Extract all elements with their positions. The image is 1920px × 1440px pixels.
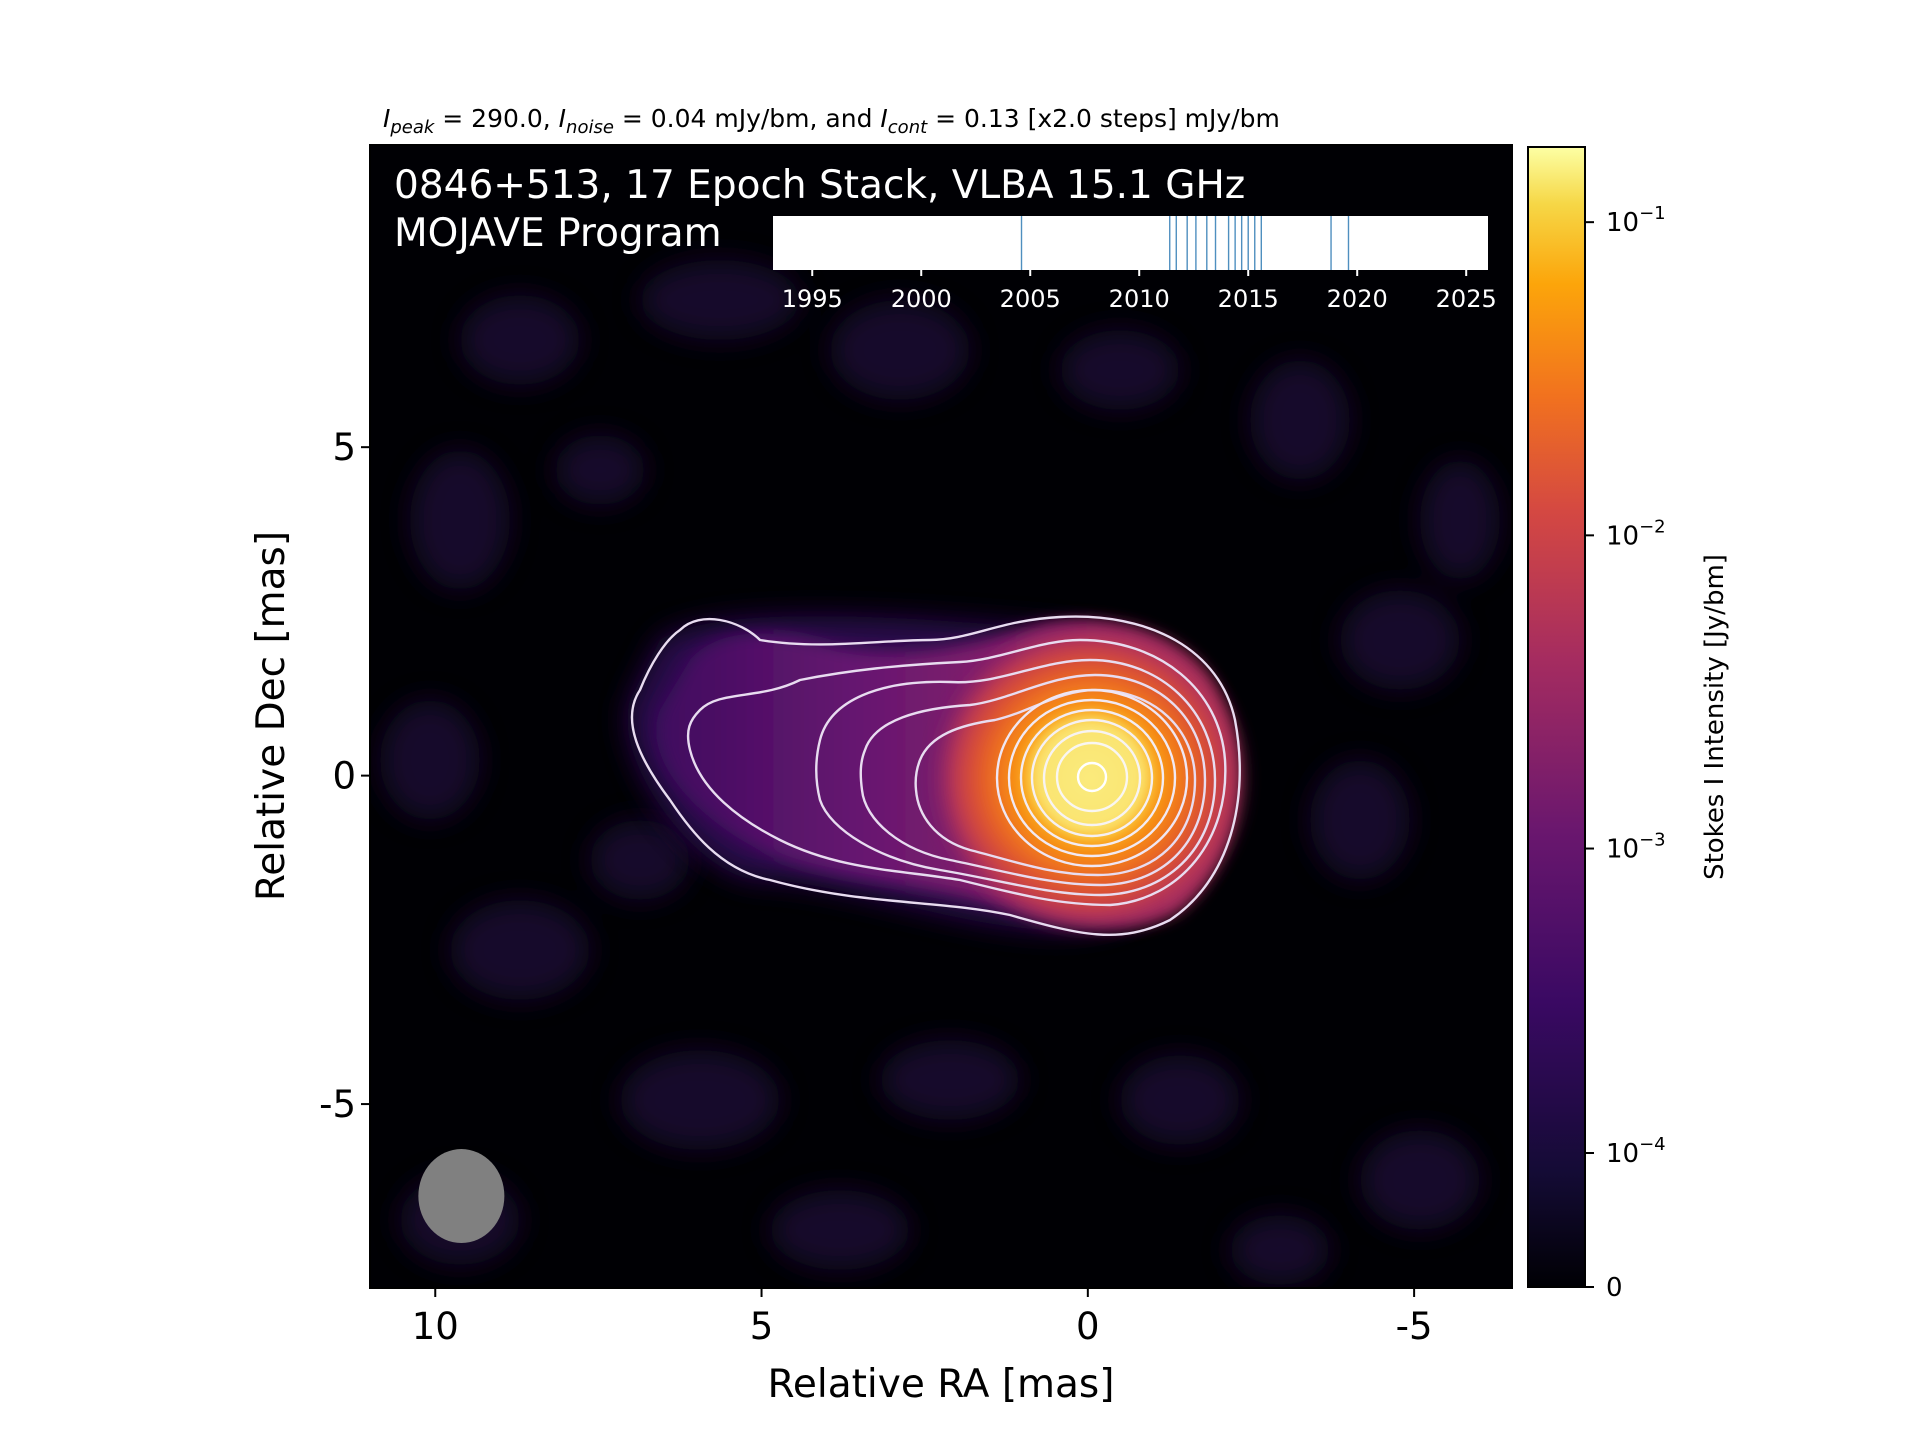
contour-2: [686, 638, 1227, 907]
noise-texture: [380, 260, 1500, 1285]
colorbar-tick-label: 0: [1606, 1273, 1623, 1303]
epoch-tick-label: 2005: [1000, 285, 1061, 313]
contour-outer: [630, 615, 1241, 937]
y-axis-label: Relative Dec [mas]: [249, 531, 294, 901]
contour-9: [1030, 718, 1154, 838]
epoch-tick-label: 2010: [1109, 285, 1170, 313]
y-tick-label: -5: [319, 1083, 356, 1126]
plot-area: 0846+513, 17 Epoch Stack, VLBA 15.1 GHz …: [370, 145, 1512, 1288]
chart-title-line1: 0846+513, 17 Epoch Stack, VLBA 15.1 GHz: [394, 163, 1245, 208]
colorbar-gradient: [1527, 146, 1586, 1288]
chart-title-line2: MOJAVE Program: [394, 211, 722, 256]
contour-7: [1007, 698, 1177, 858]
colorbar-ticks: 10−1 10−2 10−3 10−4 0: [1585, 203, 1666, 1303]
colorbar: 10−1 10−2 10−3 10−4 0 Stokes I Intensity [Jy…: [1527, 146, 1730, 1303]
x-tick-label: -5: [1396, 1305, 1433, 1348]
contour-3: [815, 658, 1217, 897]
colorbar-tick-label: 10−4: [1606, 1134, 1666, 1169]
restoring-beam: [418, 1149, 505, 1244]
core-bright: [1030, 716, 1150, 836]
image-stats-header: Ipeak = 290.0, Inoise = 0.04 mJy/bm, and…: [383, 104, 1280, 138]
y-tick-label: 0: [332, 755, 356, 798]
colorbar-tick-label: 10−3: [1606, 830, 1666, 865]
contour-6: [995, 688, 1189, 868]
epoch-tick-label: 1995: [782, 285, 843, 313]
x-axis-ticks: 10 5 0 -5: [412, 1288, 1433, 1348]
x-axis-label: Relative RA [mas]: [768, 1362, 1115, 1407]
contours: [630, 615, 1241, 937]
contour-12: [1076, 761, 1108, 793]
epoch-lines: [1020, 216, 1350, 270]
epoch-tick-label: 2025: [1436, 285, 1497, 313]
epoch-tick-label: 2020: [1327, 285, 1388, 313]
x-tick-label: 10: [412, 1305, 459, 1348]
epoch-timeline-ticks: 1995 2000 2005 2010 2015 2020 2025: [782, 270, 1497, 313]
contour-8: [1019, 708, 1165, 848]
colorbar-tick-label: 10−2: [1606, 516, 1666, 551]
epoch-timeline: 1995 2000 2005 2010 2015 2020 2025: [773, 216, 1497, 313]
epoch-timeline-box: [773, 216, 1488, 270]
contour-10: [1042, 729, 1142, 827]
epoch-tick-label: 2015: [1218, 285, 1279, 313]
contour-5: [914, 688, 1197, 877]
y-axis-ticks: 5 0 -5: [319, 426, 370, 1126]
x-tick-label: 0: [1076, 1305, 1100, 1348]
epoch-tick-label: 2000: [891, 285, 952, 313]
y-tick-label: 5: [332, 426, 356, 469]
contour-4: [859, 673, 1207, 887]
plot-frame: [369, 144, 1513, 1289]
colorbar-label: Stokes I Intensity [Jy/bm]: [1700, 554, 1730, 880]
colorbar-tick-label: 10−1: [1606, 203, 1666, 238]
contour-11: [1055, 741, 1129, 813]
x-tick-label: 5: [750, 1305, 774, 1348]
